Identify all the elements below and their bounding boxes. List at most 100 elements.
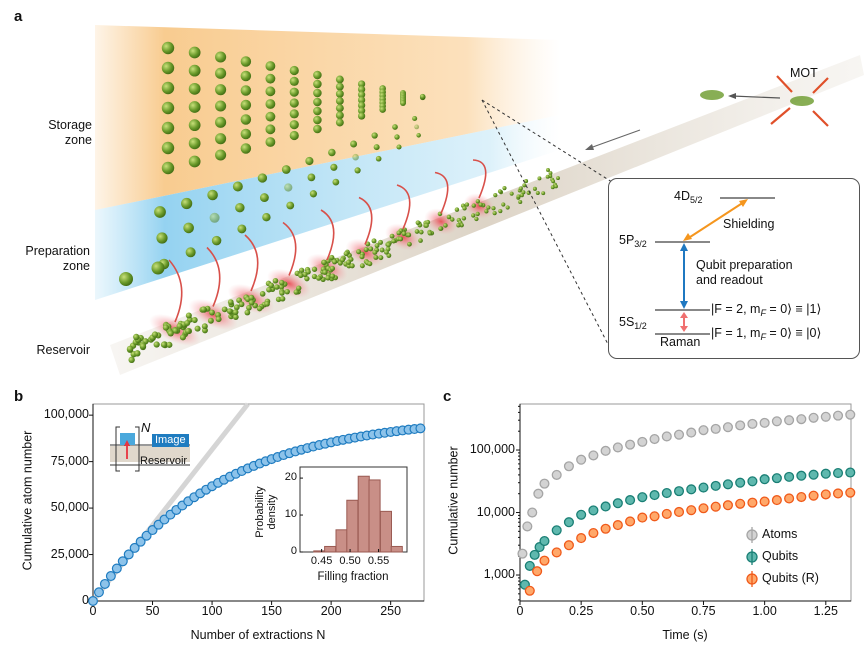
prep-atom xyxy=(235,202,245,213)
c-data-point-qubits-r- xyxy=(539,555,550,566)
reservoir-atom xyxy=(427,230,433,236)
prep-atom xyxy=(209,212,220,223)
prep-atom xyxy=(183,222,194,234)
reservoir-atom xyxy=(233,304,240,311)
reservoir-atom xyxy=(304,275,310,282)
reservoir-atom xyxy=(268,282,274,289)
c-data-point-atoms xyxy=(533,488,544,499)
storage-atom xyxy=(265,111,276,122)
b-x-tick-label: 50 xyxy=(145,604,160,618)
prep-atom xyxy=(259,193,269,203)
b-data-point xyxy=(415,423,426,434)
c-data-point-qubits-r- xyxy=(637,512,648,523)
storage-atom xyxy=(161,121,175,135)
c-y-tick-label: 10,000 xyxy=(476,504,515,519)
prep-atom xyxy=(154,206,166,218)
reservoir-atom xyxy=(296,285,302,291)
storage-atom xyxy=(357,85,366,93)
storage-atom xyxy=(313,79,322,89)
c-data-point-atoms xyxy=(539,478,550,489)
reservoir-atom xyxy=(535,190,540,195)
shielding-label: Shielding xyxy=(723,217,775,231)
reservoir-atom xyxy=(462,206,467,211)
reservoir-atom xyxy=(478,202,483,207)
c-data-point-atoms xyxy=(820,411,831,422)
reservoir-atom xyxy=(374,243,380,249)
c-data-point-atoms xyxy=(808,412,819,423)
reservoir-atom xyxy=(391,238,397,244)
c-data-point-qubits-r- xyxy=(747,497,758,508)
panel-a-illustration xyxy=(95,25,864,375)
c-data-point-atoms xyxy=(796,414,807,425)
prep-atom xyxy=(185,247,196,258)
inset-histogram-bar xyxy=(390,545,403,553)
storage-atom xyxy=(215,51,227,63)
c-data-point-atoms xyxy=(759,417,770,428)
reservoir-atom xyxy=(386,242,391,248)
reservoir-atom xyxy=(284,288,290,295)
zoom-dashed-line xyxy=(481,99,613,183)
c-x-axis-label: Time (s) xyxy=(662,628,708,642)
reservoir-atom xyxy=(492,211,497,216)
reservoir-atom xyxy=(368,246,374,252)
reservoir-atom xyxy=(484,209,489,214)
c-data-point-atoms xyxy=(661,431,672,442)
state-1-label: |F = 2, mF = 0⟩ ≡ |1⟩ xyxy=(711,302,821,321)
extraction-arrow-icon xyxy=(206,246,221,307)
reservoir-atom xyxy=(209,309,215,316)
reservoir-atom xyxy=(153,341,160,348)
c-x-tick-label: 0.75 xyxy=(691,604,716,618)
schematic-red-arrow-icon xyxy=(124,440,130,446)
storage-atom xyxy=(161,81,175,95)
storage-atom xyxy=(215,100,227,112)
prep-atom xyxy=(286,201,295,210)
reservoir-atom xyxy=(274,284,280,290)
reservoir-atom xyxy=(279,296,286,302)
storage-atom xyxy=(188,46,201,59)
reservoir-atom xyxy=(293,289,299,295)
prep-arrow-icon xyxy=(680,243,688,309)
storage-atom xyxy=(419,93,426,100)
c-data-point-qubits xyxy=(747,476,758,487)
prep-atom xyxy=(305,156,314,166)
reservoir-atom xyxy=(246,304,252,311)
level-sub: 1/2 xyxy=(634,321,647,331)
reservoir-atom xyxy=(227,299,234,305)
zoom-dashed-line xyxy=(481,99,613,353)
storage-atom xyxy=(161,101,175,115)
panel-a-letter: a xyxy=(14,8,23,25)
c-data-point-atoms xyxy=(845,409,856,420)
c-data-point-atoms xyxy=(735,420,746,431)
reservoir-atom xyxy=(486,205,491,210)
reservoir-atom xyxy=(200,306,207,313)
reservoir-atom xyxy=(349,263,355,269)
reservoir-atom xyxy=(160,341,168,348)
state-0-label: |F = 1, mF = 0⟩ ≡ |0⟩ xyxy=(711,326,821,345)
inset-y-tick-label: 20 xyxy=(284,471,297,484)
reservoir-atom xyxy=(162,324,170,331)
reservoir-atom xyxy=(475,211,480,217)
legend-label: Qubits (R) xyxy=(762,571,819,585)
c-data-point-qubits-r- xyxy=(532,566,543,577)
storage-atom xyxy=(215,67,227,79)
reservoir-atom xyxy=(373,254,379,260)
c-data-point-atoms xyxy=(686,427,697,438)
reservoir-atom xyxy=(256,305,263,312)
storage-atom xyxy=(240,128,252,140)
reservoir-atom xyxy=(554,184,558,189)
c-data-point-qubits xyxy=(563,517,574,528)
c-data-point-qubits-r- xyxy=(808,490,819,501)
b-x-tick-label: 250 xyxy=(380,604,402,618)
reservoir-atom xyxy=(184,319,191,327)
prep-atom xyxy=(284,183,293,192)
reservoir-atom xyxy=(537,176,542,181)
c-y-tick-label: 100,000 xyxy=(469,442,515,457)
c-y-tick-label: 1,000 xyxy=(483,567,515,582)
storage-atom xyxy=(335,111,344,120)
extraction-arrow-icon xyxy=(282,221,297,276)
reservoir-atom xyxy=(359,254,365,260)
level-sub: 5/2 xyxy=(689,195,703,205)
reservoir-atom xyxy=(378,255,384,261)
prep-atom xyxy=(354,167,361,174)
inset-y-tick-label: 0 xyxy=(290,545,297,557)
